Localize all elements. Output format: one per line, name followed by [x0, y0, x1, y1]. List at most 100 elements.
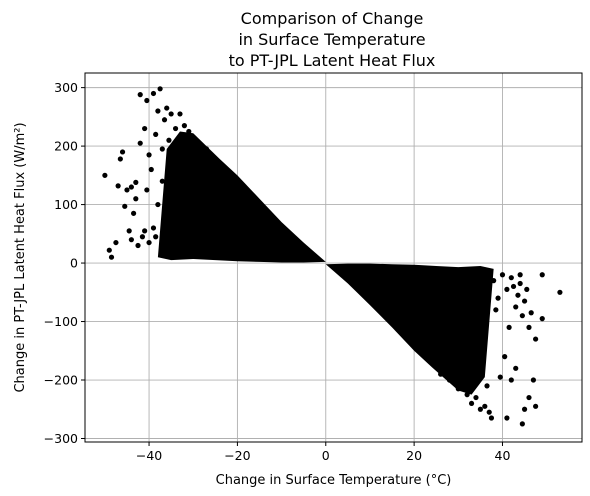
scatter-point [190, 134, 196, 140]
scatter-point [122, 203, 128, 209]
scatter-point [477, 406, 483, 412]
scatter-point [455, 386, 461, 392]
scatter-point [164, 105, 170, 111]
scatter-point [296, 244, 302, 250]
scatter-point [504, 286, 510, 292]
scatter-point [528, 310, 534, 316]
scatter-point [234, 184, 241, 190]
scatter-point [153, 131, 159, 138]
scatter-point [526, 394, 532, 401]
scatter-point [468, 400, 475, 407]
x-tick-label: −40 [136, 448, 162, 463]
scatter-point [139, 234, 146, 240]
scatter-point [519, 313, 525, 319]
scatter-point [499, 272, 506, 278]
scatter-point [153, 234, 159, 240]
scatter-point [389, 310, 395, 316]
scatter-point [172, 125, 179, 132]
scatter-point [493, 307, 499, 313]
scatter-point [283, 234, 289, 240]
scatter-point [221, 253, 227, 259]
scatter-point [117, 156, 123, 162]
scatter-point [130, 210, 137, 216]
y-tick-label: −300 [44, 431, 78, 446]
scatter-point [526, 324, 532, 330]
scatter-point [376, 298, 382, 304]
scatter-point [108, 254, 115, 260]
scatter-point [349, 276, 355, 283]
scatter-point [212, 158, 218, 164]
scatter-point [504, 415, 510, 421]
scatter-point [144, 187, 150, 193]
scatter-point [146, 152, 152, 158]
scatter-point [402, 321, 408, 328]
scatter-point [517, 272, 523, 278]
scatter-point [133, 179, 139, 185]
scatter-point [539, 316, 545, 322]
scatter-point [429, 359, 435, 366]
scatter-point [533, 403, 539, 409]
scatter-point [157, 86, 163, 92]
chart-title-line-3: to PT-JPL Latent Heat Flux [229, 51, 436, 70]
scatter-point [159, 178, 165, 184]
scatter-point [217, 163, 223, 170]
scatter-point [199, 248, 205, 254]
scatter-point [473, 394, 479, 401]
scatter-point [203, 146, 210, 152]
scatter-point [557, 289, 563, 295]
x-tick-label: 20 [406, 448, 422, 463]
scatter-point [510, 283, 517, 290]
scatter-point [508, 377, 514, 383]
scatter-point [530, 377, 537, 383]
scatter-point [133, 196, 139, 202]
scatter-point [270, 222, 276, 228]
scatter-point [126, 228, 132, 234]
y-tick-label: −200 [44, 373, 78, 388]
scatter-point [362, 286, 369, 292]
scatter-point [533, 336, 539, 342]
scatter-point [155, 108, 161, 114]
scatter-point [513, 365, 519, 371]
scatter-point [208, 155, 214, 161]
scatter-point [113, 239, 119, 246]
scatter-point [159, 146, 165, 152]
scatter-point [243, 196, 249, 202]
point-cloud-positive-temp [325, 263, 494, 395]
scatter-point [142, 228, 148, 234]
scatter-point [336, 267, 342, 273]
scatter-point [124, 187, 130, 193]
scatter-point [155, 201, 161, 208]
scatter-point [495, 295, 501, 301]
scatter-point [491, 277, 497, 284]
scatter-point [497, 374, 503, 380]
chart-title-line-2: in Surface Temperature [238, 30, 425, 49]
scatter-point [438, 371, 444, 377]
scatter-point [482, 403, 488, 409]
y-tick-label: −100 [44, 314, 78, 329]
scatter-point [181, 123, 187, 129]
chart-title-line-1: Comparison of Change [241, 9, 424, 28]
scatter-point [168, 111, 174, 117]
scatter-point [515, 292, 521, 298]
x-axis-label: Change in Surface Temperature (°C) [216, 473, 452, 488]
scatter-point [502, 354, 508, 360]
scatter-point [420, 348, 426, 354]
scatter-point [513, 304, 519, 310]
scatter-point [539, 272, 545, 278]
y-tick-label: 300 [54, 80, 78, 95]
point-cloud-negative-temp [157, 131, 326, 263]
scatter-point [524, 286, 530, 292]
scatter-point [148, 166, 154, 173]
scatter-point [150, 90, 157, 97]
scatter-point [186, 128, 192, 135]
y-tick-label: 200 [54, 139, 78, 154]
scatter-point [521, 406, 528, 412]
scatter-point [102, 172, 108, 178]
scatter-point [135, 242, 141, 249]
scatter-point [161, 117, 168, 123]
x-tick-label: 0 [322, 448, 330, 463]
plot-frame [84, 72, 583, 443]
x-tick-label: 40 [495, 448, 511, 463]
scatter-point [225, 169, 232, 176]
grid-layer [85, 73, 582, 442]
